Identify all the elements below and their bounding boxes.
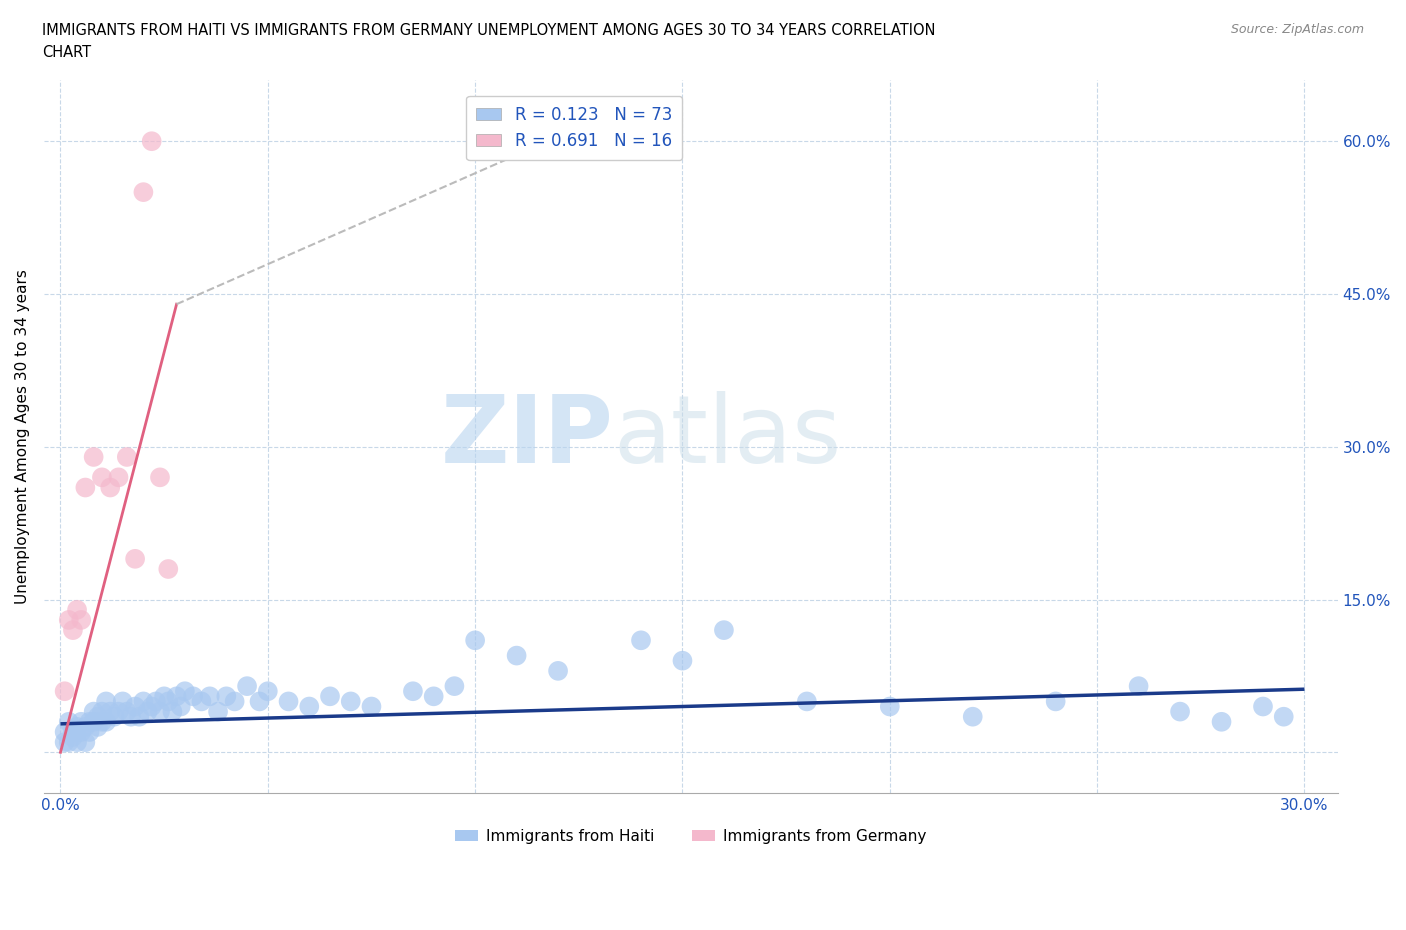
Point [339,694,361,709]
Point [879,699,901,714]
Point [136,704,159,719]
Point [66,603,89,618]
Point [53,724,76,739]
Point [170,699,193,714]
Point [671,653,693,668]
Point [443,679,465,694]
Point [157,694,180,709]
Text: CHART: CHART [42,45,91,60]
Point [547,663,569,678]
Point [1272,710,1295,724]
Point [962,710,984,724]
Point [62,730,84,745]
Point [83,449,105,464]
Point [107,704,129,719]
Point [70,724,93,739]
Point [53,735,76,750]
Point [796,694,818,709]
Point [75,735,97,750]
Point [181,689,204,704]
Point [173,684,195,698]
Point [124,699,146,714]
Point [115,449,138,464]
Point [58,735,80,750]
Point [153,689,176,704]
Point [107,470,129,485]
Point [713,623,735,638]
Text: atlas: atlas [613,391,841,483]
Point [66,735,89,750]
Y-axis label: Unemployment Among Ages 30 to 34 years: Unemployment Among Ages 30 to 34 years [15,269,30,604]
Text: IMMIGRANTS FROM HAITI VS IMMIGRANTS FROM GERMANY UNEMPLOYMENT AMONG AGES 30 TO 3: IMMIGRANTS FROM HAITI VS IMMIGRANTS FROM… [42,23,935,38]
Point [464,633,486,648]
Point [70,613,93,628]
Point [402,684,425,698]
Point [277,694,299,709]
Point [630,633,652,648]
Point [98,480,121,495]
Point [91,470,114,485]
Point [157,562,180,577]
Point [115,704,138,719]
Point [132,694,155,709]
Point [120,710,142,724]
Point [149,704,172,719]
Point [1128,679,1150,694]
Point [62,724,84,739]
Point [111,694,134,709]
Point [91,714,114,729]
Point [1168,704,1191,719]
Point [319,689,342,704]
Point [249,694,271,709]
Point [70,714,93,729]
Point [141,699,163,714]
Point [505,648,527,663]
Point [58,613,80,628]
Point [141,134,163,149]
Point [256,684,278,698]
Point [215,689,238,704]
Point [98,704,121,719]
Point [298,699,321,714]
Point [1211,714,1233,729]
Point [360,699,382,714]
Point [94,714,117,729]
Point [83,704,105,719]
Point [190,694,212,709]
Point [94,694,117,709]
Point [75,480,97,495]
Point [83,714,105,729]
Point [207,704,229,719]
Point [66,720,89,735]
Point [58,714,80,729]
Point [198,689,221,704]
Point [124,551,146,566]
Text: ZIP: ZIP [440,391,613,483]
Point [132,185,155,200]
Point [91,704,114,719]
Point [162,704,184,719]
Point [1251,699,1274,714]
Point [75,720,97,735]
Point [166,689,188,704]
Point [62,623,84,638]
Point [79,724,101,739]
Point [1045,694,1067,709]
Point [128,710,150,724]
Text: Source: ZipAtlas.com: Source: ZipAtlas.com [1230,23,1364,36]
Point [53,684,76,698]
Point [87,720,110,735]
Legend: Immigrants from Haiti, Immigrants from Germany: Immigrants from Haiti, Immigrants from G… [449,822,932,850]
Point [87,710,110,724]
Point [422,689,444,704]
Point [224,694,246,709]
Point [79,714,101,729]
Point [149,470,172,485]
Point [145,694,167,709]
Point [236,679,259,694]
Point [103,710,125,724]
